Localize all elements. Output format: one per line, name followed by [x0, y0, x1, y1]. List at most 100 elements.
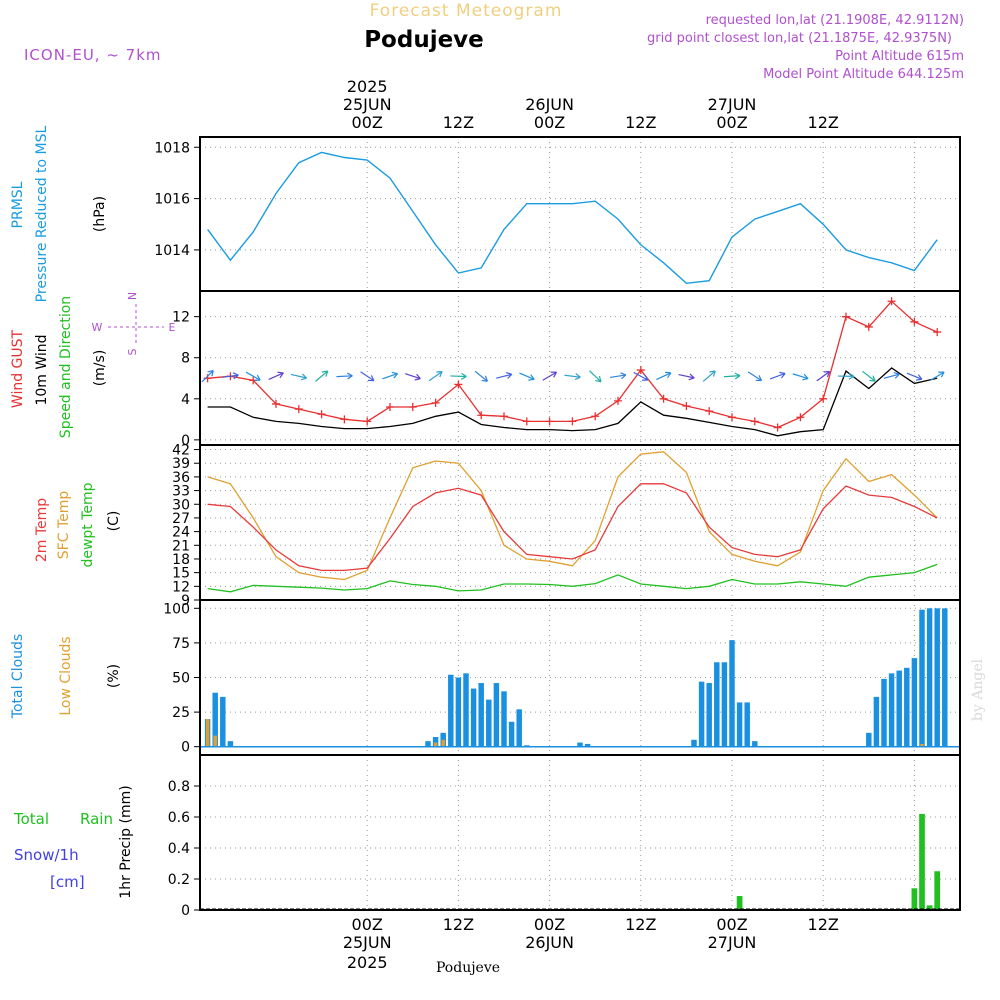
wind-arrow-shaft [723, 375, 741, 378]
top-time-tick-label: 12Z [808, 113, 839, 132]
top-time-tick-label: 12Z [443, 113, 474, 132]
gust-marker [842, 312, 850, 321]
wind-arrow-shaft [589, 370, 602, 383]
rain-bar [926, 905, 933, 910]
total-clouds-bar [691, 739, 697, 747]
wind-arrow-head [938, 371, 945, 378]
wind-arrow-shaft [245, 371, 261, 381]
panel-labels: PRMSL Pressure Reduced to MSL (hPa) Wind… [10, 125, 176, 898]
wind-arrow [542, 371, 558, 381]
credit: by Angel [970, 658, 986, 721]
rain-bar [919, 813, 925, 910]
top-date-label: 25JUN [343, 95, 392, 114]
label-hpa: (hPa) [92, 196, 108, 232]
bottom-time-tick-label: 12Z [443, 915, 474, 934]
label-2m-temp: 2m Temp [34, 498, 50, 562]
label-snow: Snow/1h [14, 846, 79, 864]
gust-marker [591, 412, 600, 421]
total-clouds-bar [432, 737, 439, 747]
wind-arrow-shaft [792, 373, 809, 380]
wind-arrow [519, 372, 535, 381]
wind-arrow [633, 371, 649, 381]
gust-marker [773, 423, 782, 432]
gust-marker [682, 401, 691, 410]
y-tick-label: 0.4 [168, 841, 190, 857]
wind-arrow-head [664, 371, 672, 379]
low-clouds-bar [441, 739, 445, 747]
wind-arrow-head [688, 373, 695, 381]
wind-arrow [222, 372, 239, 380]
wind-arrow [747, 371, 763, 382]
total-clouds-bar [584, 743, 591, 747]
wind-arrow [816, 370, 831, 382]
total-clouds-bar [881, 678, 887, 747]
y-tick-label: 18 [172, 552, 190, 568]
wind-arrow [930, 371, 945, 381]
gust-marker [431, 398, 440, 407]
bottom-date-label: 27JUN [708, 933, 757, 952]
y-tick-label: 4 [181, 392, 190, 408]
compass-n: N [126, 292, 139, 300]
gust-marker [614, 396, 622, 405]
wind-arrow-shaft [201, 370, 214, 383]
total-clouds-bar [729, 640, 735, 747]
grid-point-coords: grid point closest lon,lat (21.1875E, 42… [647, 31, 952, 46]
y-tick-label: 1016 [154, 192, 190, 208]
wind-arrow-head [481, 375, 488, 382]
top-date-label: 27JUN [708, 95, 757, 114]
compass-rose: N S W E [92, 292, 176, 356]
y-tick-label: 0.6 [168, 810, 190, 826]
y-tick-label: 36 [172, 470, 190, 486]
wind-arrow-head [391, 371, 399, 379]
panel-frame [199, 444, 961, 601]
wind-arrow-shaft [678, 373, 695, 379]
total-clouds-bar [904, 667, 910, 747]
header: Forecast Meteogram Podujeve ICON-EU, ~ 7… [24, 1, 986, 976]
gust-marker [705, 407, 714, 416]
label-pressure-msl: Pressure Reduced to MSL [34, 125, 50, 302]
top-date-label: 26JUN [525, 95, 574, 114]
wind-arrow [723, 372, 741, 380]
gust-marker [887, 297, 896, 306]
gust-marker [636, 366, 645, 375]
wind-arrow-head [461, 372, 467, 380]
wind-arrow-shaft [336, 375, 353, 378]
wind-arrow-shaft [883, 373, 900, 379]
y-tick-label: 0 [181, 433, 190, 449]
temp-2m-line [207, 483, 938, 572]
total-clouds-bar [866, 732, 872, 747]
y-tick-label: 30 [172, 497, 190, 513]
wind-arrow-shaft [382, 373, 398, 380]
wind-arrow [589, 370, 602, 383]
y-tick-label: 50 [172, 671, 190, 687]
y-tick-label: 8 [181, 351, 190, 367]
total-clouds-bar [577, 742, 583, 747]
total-clouds-bar [919, 609, 925, 747]
label-dewpt-temp: dewpt Temp [80, 482, 96, 567]
y-tick-label: 33 [172, 484, 190, 500]
gust-marker [272, 399, 280, 408]
wind-arrow-head [755, 375, 763, 382]
wind-arrow-head [802, 373, 809, 381]
total-clouds-bar [455, 677, 462, 747]
total-clouds-bar [486, 699, 492, 747]
total-clouds-bar [508, 721, 515, 747]
wind-arrow-head [620, 372, 627, 380]
bottom-date-label: 26JUN [525, 933, 574, 952]
label-1hr-precip: 1hr Precip (mm) [118, 785, 134, 898]
dewpt-temp-line [207, 563, 938, 593]
wind-arrow-shaft [747, 371, 762, 382]
y-tick-label: 1018 [154, 140, 190, 156]
wind-arrow [564, 373, 581, 381]
wind-arrow-shaft [610, 374, 626, 379]
wind-arrow-shaft [816, 371, 831, 382]
gust-marker [294, 405, 303, 414]
footer-location: Podujeve [436, 960, 500, 976]
label-10m-wind: 10m Wind [34, 334, 50, 405]
bottom-time-tick-label: 12Z [625, 915, 656, 934]
label-total-clouds: Total Clouds [10, 634, 26, 719]
gust-marker [477, 411, 486, 420]
low-clouds-bar [920, 743, 924, 747]
wind-arrow-head [414, 373, 421, 381]
